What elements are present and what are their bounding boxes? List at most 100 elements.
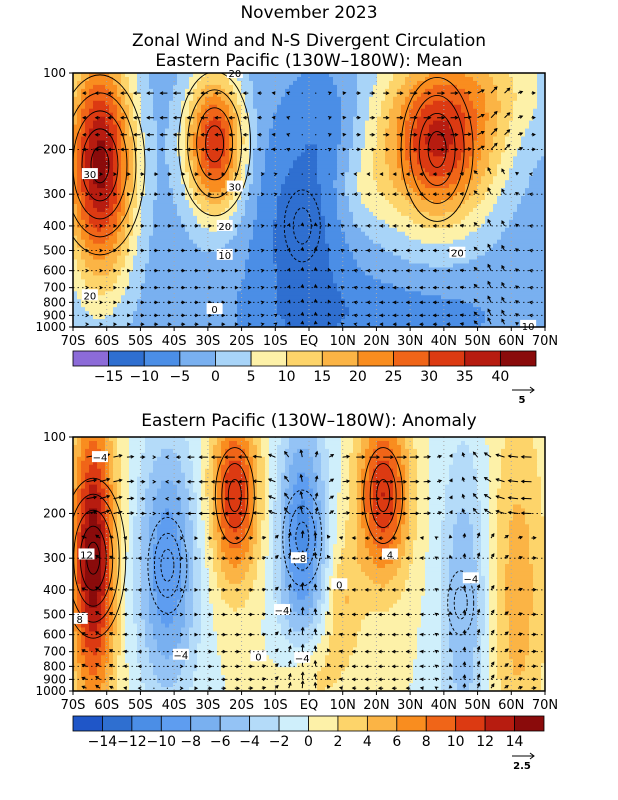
colorbar-tick-label: 35 (456, 369, 474, 385)
panel2: −4 12 8 −4 −8 −4 4 −4 0 0 −4 70S 60S 50S 40S 30S 20S 10S E… (35, 430, 558, 772)
colorbar-tick-label: −5 (170, 369, 191, 385)
x-tick-label: 20N (363, 334, 389, 349)
colorbar-box (219, 715, 251, 732)
colorbar-tick-label: 40 (491, 369, 509, 385)
contour-label: −4 (275, 606, 290, 617)
x-tick-label: 30N (397, 334, 423, 349)
colorbar-box (108, 350, 145, 367)
x-tick-label: 10N (330, 698, 356, 713)
colorbar-box (321, 350, 359, 367)
x-tick-label: 70S (61, 698, 86, 713)
panel2-colorbar: −14 −12 −10 −8 −6 −4 −2 0 2 4 6 8 10 12 14 (72, 715, 545, 750)
panel1-colorbar: −15 −10 −5 0 5 10 15 20 25 30 35 40 (72, 350, 537, 385)
contour-label: 30 (83, 170, 96, 181)
contour-label: 4 (387, 550, 393, 561)
x-tick-label: 30S (195, 698, 220, 713)
y-tick-label: 1000 (35, 320, 66, 334)
y-tick-label: 100 (43, 66, 66, 80)
colorbar-tick-label: 0 (304, 734, 313, 750)
panel1-title: Eastern Pacific (130W–180W): Mean (155, 51, 463, 71)
x-tick-label: 30S (195, 334, 220, 349)
panel1-x-axis: 70S 60S 50S 40S 30S 20S 10S EQ 10N 20N 30N 40N 50N 60… (61, 327, 558, 349)
y-tick-label: 900 (43, 308, 66, 322)
colorbar-box (286, 350, 323, 367)
x-tick-label: 20S (229, 698, 254, 713)
x-tick-label: 70N (532, 334, 558, 349)
panel2-x-axis: 70S 60S 50S 40S 30S 20S 10S EQ 10N 20N 30N 40N 50N 60… (61, 691, 558, 713)
y-tick-label: 100 (43, 430, 66, 444)
panel2-reference-vector: 2.5 (512, 752, 535, 772)
colorbar-tick-label: −12 (117, 734, 147, 750)
contour-label: 20 (218, 222, 231, 233)
y-tick-label: 300 (43, 187, 66, 201)
colorbar-tick-label: 5 (247, 369, 256, 385)
colorbar-box (425, 715, 457, 732)
colorbar-tick-label: −2 (269, 734, 290, 750)
colorbar-tick-label: 8 (422, 734, 431, 750)
colorbar-box (190, 715, 221, 732)
colorbar-box (179, 350, 216, 367)
x-tick-label: 50N (464, 698, 490, 713)
colorbar-box (357, 350, 394, 367)
colorbar-box (455, 715, 486, 732)
contour-label: 30 (228, 183, 241, 194)
x-tick-label: 20N (363, 698, 389, 713)
colorbar-tick-label: −6 (210, 734, 231, 750)
colorbar-tick-label: 0 (211, 369, 220, 385)
colorbar-tick-label: 6 (392, 734, 401, 750)
y-tick-label: 300 (43, 551, 66, 565)
contour-label: 0 (255, 652, 261, 663)
panel2-title: Eastern Pacific (130W–180W): Anomaly (141, 411, 477, 431)
x-tick-label: 10S (263, 698, 288, 713)
x-tick-label: 60S (94, 698, 119, 713)
x-tick-label: 20S (229, 334, 254, 349)
figure-main-title: Zonal Wind and N-S Divergent Circulation (131, 31, 487, 51)
x-tick-label: 60N (498, 698, 524, 713)
y-tick-label: 400 (43, 583, 66, 597)
contour-label: 20 (83, 291, 96, 302)
colorbar-box (102, 715, 133, 732)
contour-label: −4 (93, 453, 108, 464)
colorbar-tick-label: 14 (506, 734, 524, 750)
colorbar-box (215, 350, 252, 367)
colorbar-box (72, 350, 110, 367)
colorbar-box (160, 715, 192, 732)
colorbar-tick-label: 2 (333, 734, 342, 750)
colorbar-box (428, 350, 466, 367)
contour-label: −4 (174, 651, 189, 662)
x-tick-label: 60N (498, 334, 524, 349)
colorbar-box (72, 715, 103, 732)
colorbar-box (393, 350, 430, 367)
colorbar-box (514, 715, 545, 732)
colorbar-tick-label: 25 (385, 369, 403, 385)
contour-label: 12 (80, 550, 93, 561)
y-tick-label: 600 (43, 628, 66, 642)
y-tick-label: 800 (43, 295, 66, 309)
x-tick-label: 40N (431, 334, 457, 349)
x-tick-label: 70N (532, 698, 558, 713)
colorbar-tick-label: −15 (94, 369, 124, 385)
x-tick-label: 50N (464, 334, 490, 349)
colorbar-box (308, 715, 339, 732)
contour-label: −8 (292, 554, 307, 565)
colorbar-box (250, 350, 288, 367)
x-tick-label: 40S (162, 698, 187, 713)
colorbar-box (366, 715, 398, 732)
contour-label: 0 (336, 580, 342, 591)
x-tick-label: EQ (300, 334, 318, 349)
contour-label: 8 (77, 615, 83, 626)
colorbar-box (337, 715, 368, 732)
contour-label: 20 (228, 69, 241, 80)
colorbar-tick-label: 12 (476, 734, 494, 750)
y-tick-label: 500 (43, 608, 66, 622)
x-tick-label: EQ (300, 698, 318, 713)
y-tick-label: 1000 (35, 684, 66, 698)
y-tick-label: 700 (43, 281, 66, 295)
colorbar-tick-label: 10 (278, 369, 296, 385)
x-tick-label: 40S (162, 334, 187, 349)
colorbar-tick-label: −10 (147, 734, 177, 750)
